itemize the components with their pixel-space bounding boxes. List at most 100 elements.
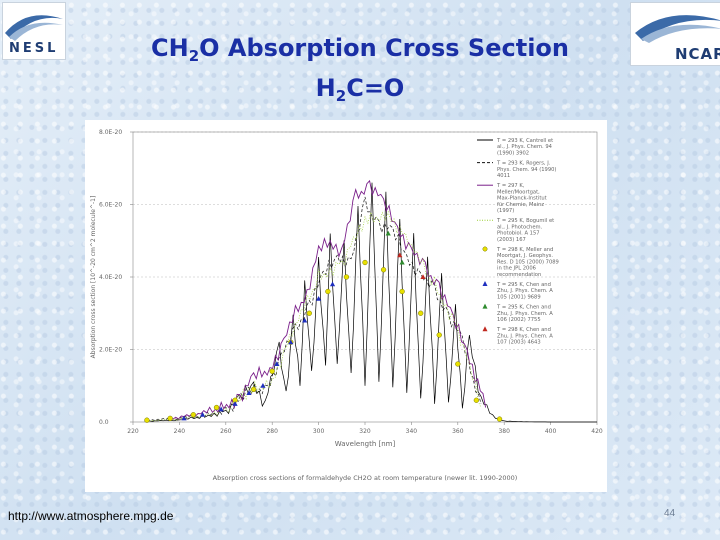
legend-label-line: T = 298 K, Meller and [496, 247, 553, 253]
series-2-line [169, 179, 487, 420]
legend-label-line: Phys. Chem. 94 (1990) [497, 167, 556, 173]
x-tick-label: 420 [591, 428, 603, 435]
legend-swatch-4 [482, 246, 488, 252]
nesl-swoosh-icon [5, 15, 63, 41]
legend-label-0: T = 293 K, Cantrell et al., J. Phys. Chem… [496, 138, 553, 156]
ncar-swoosh-icon [635, 15, 720, 43]
absorption-chart: 220 240 260 280 300 320 340 360 380 400 420 0.0 2.0E… [90, 129, 603, 482]
chart-caption: Absorption cross sections of formaldehyd… [213, 474, 518, 482]
legend-label-line: Zhu, J. Phys. Chem. A [497, 311, 553, 317]
series-4-point [250, 386, 257, 393]
legend-label-line: T = 297 K, [496, 183, 525, 189]
legend-label-2: T = 297 K, Meller/Moortgat, Max-Planck-Ins… [496, 183, 547, 214]
series-5-point [329, 281, 336, 287]
legend-label-line: (2003) 167 [497, 237, 526, 243]
legend-swatch-6 [482, 303, 488, 309]
legend-label-7: T = 298 K, Chen and Zhu, J. Phys. Chem. A… [496, 327, 553, 345]
chart-axes: 220 240 260 280 300 320 340 360 380 400 420 0.0 2.0E… [99, 129, 603, 435]
legend-label-line: T = 295 K, Chen and [496, 282, 551, 288]
series-4-point [418, 310, 424, 316]
legend-label-1: T = 293 K, Rogers, J. Phys. Chem. 94 (199… [496, 161, 556, 179]
series-5-point [274, 361, 280, 366]
series-5-point [218, 406, 224, 412]
y-tick-label: 2.0E-20 [99, 347, 122, 354]
legend-label-line: Zhu, J. Phys. Chem. A [497, 288, 553, 294]
series-5-point [288, 339, 294, 345]
legend-label-line: T = 293 K, Cantrell et [496, 138, 553, 144]
series-5-point [181, 415, 187, 421]
series-4-point [190, 412, 196, 418]
legend-label-line: Photobiol. A 157 [497, 231, 540, 237]
legend-label-line: 106 (2002) 7755 [497, 317, 541, 323]
legend-label-line: (1997) [497, 208, 514, 214]
chart-legend: T = 293 K, Cantrell et al., J. Phys. Chem… [477, 138, 559, 346]
series-4-point [325, 288, 331, 295]
x-axis-label: Wavelength [nm] [335, 440, 396, 448]
legend-label-line: T = 295 K, Chen and [496, 305, 551, 311]
slide-title: CH2O Absorption Cross Section [120, 34, 600, 65]
legend-label-4: T = 298 K, Meller and Moortgat, J. Geophy… [496, 247, 559, 278]
legend-label-5: T = 295 K, Chen and Zhu, J. Phys. Chem. A… [496, 282, 553, 300]
legend-label-line: recommendation [497, 272, 541, 278]
series-4-point [473, 397, 480, 403]
title-line2-subscript: 2 [335, 87, 347, 105]
nesl-logo: NESL [2, 2, 66, 60]
x-tick-label: 260 [220, 428, 232, 435]
title-line1-subscript: 2 [188, 47, 200, 65]
series-4-point [455, 361, 461, 367]
title-line2-part-b: C=O [346, 74, 405, 102]
legend-label-line: für Chemie, Mainz [497, 202, 544, 208]
legend-label-line: Res. D 105 (2000) 7089 [497, 259, 559, 265]
x-tick-label: 300 [313, 428, 325, 435]
title-line1-part-a: CH [151, 34, 189, 62]
legend-label-line: Zhu, J. Phys. Chem. A [497, 333, 553, 339]
series-4-point [362, 259, 368, 266]
series-4-point [380, 267, 387, 273]
ncar-logo-text: NCAR [675, 45, 720, 63]
legend-label-line: in the JPL 2006 [497, 266, 536, 272]
series-5-point [246, 390, 252, 395]
y-tick-label: 0.0 [99, 419, 109, 426]
legend-label-line: T = 295 K, Bogumil et [496, 218, 554, 224]
legend-label-line: T = 298 K, Chen and [496, 327, 551, 333]
series-5-point [260, 382, 266, 388]
series-4-point [343, 274, 350, 280]
legend-label-line: al., J. Photochem. [497, 224, 543, 230]
series-5-point [302, 317, 308, 323]
legend-label-line: al., J. Phys. Chem. 94 [497, 144, 553, 150]
series-6-point [399, 259, 405, 265]
x-tick-label: 380 [498, 428, 510, 435]
chart-series [144, 179, 597, 423]
x-tick-label: 280 [266, 428, 278, 435]
series-4-point [213, 404, 220, 411]
legend-label-line: Meller/Moortgat, [497, 189, 540, 195]
slide-subtitle: H2C=O [120, 74, 600, 105]
legend-label-line: 4011 [497, 173, 510, 179]
title-line2-part-a: H [315, 74, 336, 102]
series-5-point [232, 401, 238, 406]
series-4-point [399, 288, 405, 295]
series-4-point [496, 416, 503, 422]
legend-swatch-7 [482, 326, 488, 332]
legend-label-3: T = 295 K, Bogumil et al., J. Photochem. P… [496, 218, 554, 243]
series-3-line [146, 210, 482, 422]
source-url[interactable]: http://www.atmosphere.mpg.de [8, 509, 174, 523]
series-7-point [420, 274, 426, 279]
legend-swatch-5 [482, 281, 488, 286]
x-tick-label: 240 [174, 428, 186, 435]
series-1-line [146, 196, 482, 421]
series-7-point [397, 252, 403, 258]
legend-label-6: T = 295 K, Chen and Zhu, J. Phys. Chem. A… [496, 305, 553, 323]
x-tick-label: 340 [406, 428, 418, 435]
legend-label-line: 105 (2001) 9689 [497, 294, 541, 300]
series-4-point [306, 310, 312, 316]
y-tick-label: 6.0E-20 [99, 202, 122, 209]
series-5-point [200, 411, 206, 417]
y-tick-label: 8.0E-20 [99, 129, 122, 136]
y-tick-label: 4.0E-20 [99, 274, 122, 281]
nesl-logo-text: NESL [9, 41, 59, 56]
legend-label-line: Max-Planck-Institut [497, 196, 547, 202]
legend-label-line: Moortgat, J. Geophys. [497, 253, 553, 259]
x-tick-label: 400 [545, 428, 557, 435]
legend-label-line: 107 (2003) 4643 [497, 340, 541, 346]
